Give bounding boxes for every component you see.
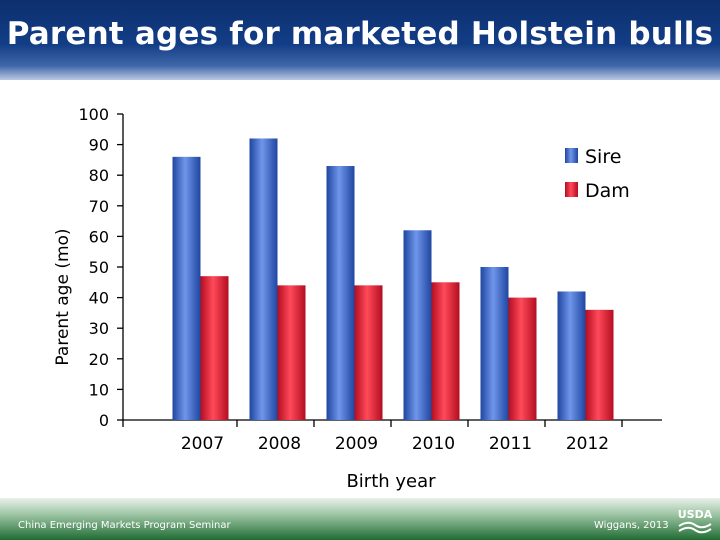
y-tick-label-0: 0	[99, 411, 109, 430]
bar-dam-2012	[585, 309, 614, 420]
bar-dam-2008	[277, 285, 306, 420]
slide-title: Parent ages for marketed Holstein bulls	[6, 16, 714, 52]
y-tick-label-80: 80	[89, 166, 109, 185]
bar-sire-2009	[326, 166, 355, 420]
footer-author-text: Wiggans, 2013	[594, 520, 669, 531]
x-tick-label-2012: 2012	[566, 434, 609, 454]
bar-sire-2010	[403, 230, 432, 420]
y-tick-label-60: 60	[89, 227, 109, 246]
y-tick-label-40: 40	[89, 289, 109, 308]
y-tick-label-90: 90	[89, 136, 109, 155]
legend-label-sire: Sire	[585, 146, 621, 168]
y-tick-label-30: 30	[89, 319, 109, 338]
x-tick-label-2007: 2007	[181, 434, 224, 454]
y-axis-label: Parent age (mo)	[53, 228, 73, 365]
bar-dam-2009	[354, 285, 383, 420]
x-axis-label: Birth year	[346, 471, 436, 492]
bar-sire-2011	[480, 267, 509, 420]
bar-dam-2010	[431, 282, 460, 420]
y-tick-label-50: 50	[89, 258, 109, 277]
x-tick-label-2011: 2011	[489, 434, 532, 454]
title-band	[0, 0, 720, 80]
legend-label-dam: Dam	[585, 180, 630, 202]
x-tick-label-2010: 2010	[412, 434, 455, 454]
x-tick-label-2008: 2008	[258, 434, 301, 454]
legend-swatch-sire	[565, 148, 578, 163]
bar-dam-2007	[200, 276, 229, 420]
bar-sire-2007	[172, 156, 201, 420]
footer-seminar-text: China Emerging Markets Program Seminar	[18, 520, 231, 531]
usda-logo-text: USDA	[678, 508, 713, 521]
legend-swatch-dam	[565, 182, 578, 197]
footer-band	[0, 498, 720, 540]
y-tick-label-20: 20	[89, 350, 109, 369]
y-tick-label-70: 70	[89, 197, 109, 216]
bar-sire-2012	[557, 291, 586, 420]
y-tick-label-10: 10	[89, 380, 109, 399]
bar-sire-2008	[249, 138, 278, 421]
y-tick-label-100: 100	[78, 105, 109, 124]
x-tick-label-2009: 2009	[335, 434, 378, 454]
bar-dam-2011	[508, 297, 537, 420]
usda-logo: USDA	[678, 508, 713, 534]
